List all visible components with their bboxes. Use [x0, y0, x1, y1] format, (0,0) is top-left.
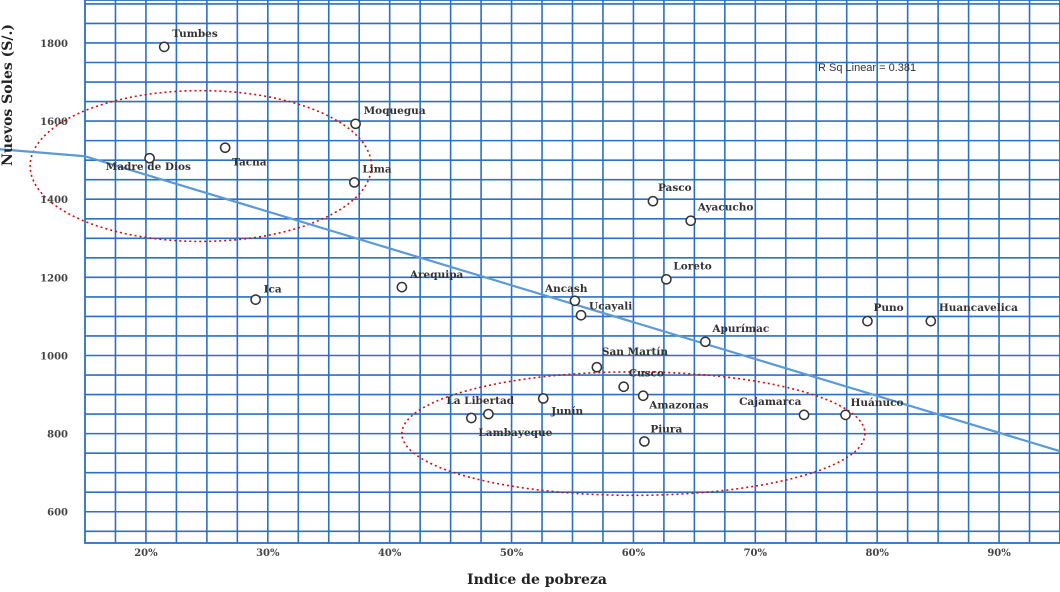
data-point [618, 381, 630, 393]
data-point [840, 409, 851, 421]
x-tick-label: 90% [987, 548, 1011, 559]
data-point [348, 177, 360, 188]
point-label: Ucayali [589, 300, 632, 312]
y-tick-label: 1000 [40, 351, 68, 362]
data-point [537, 393, 549, 404]
point-label: Madre de Dios [106, 161, 191, 173]
y-tick-label: 600 [47, 508, 68, 519]
data-point [158, 41, 170, 53]
data-point [250, 294, 261, 305]
point-label: Ica [264, 284, 282, 296]
point-label: Puno [873, 302, 903, 314]
y-tick-label: 800 [47, 430, 68, 441]
y-tick-label: 1400 [40, 195, 68, 206]
data-point [350, 118, 361, 130]
data-point [396, 281, 408, 293]
point-label: Junín [550, 405, 583, 417]
data-point [862, 315, 873, 327]
x-tick-label: 70% [744, 548, 768, 559]
data-point [637, 390, 649, 402]
data-point [465, 412, 477, 424]
y-tick-label: 1800 [40, 39, 68, 50]
x-tick-label: 30% [256, 548, 280, 559]
highlight-ellipse [401, 371, 866, 497]
point-label: Arequipa [409, 269, 464, 281]
y-axis-ticks: 600 800 1000 1200 1400 1600 1800 [40, 39, 68, 519]
point-label: Tumbes [172, 28, 218, 40]
x-tick-label: 80% [865, 548, 889, 559]
x-tick-label: 60% [622, 548, 646, 559]
point-label: Ancash [544, 283, 588, 295]
point-label: Moquegua [364, 105, 426, 117]
point-label: Apurímac [711, 323, 769, 335]
data-point [660, 273, 672, 285]
point-label: Piura [650, 423, 682, 435]
highlight-ellipses [29, 89, 866, 497]
data-point [798, 409, 810, 421]
point-label: Cusco [629, 368, 664, 380]
highlight-ellipse [29, 89, 373, 243]
y-axis-title: Nuevos Soles (S/.) [0, 24, 16, 166]
data-point [483, 408, 494, 420]
regression-line-extension [0, 148, 86, 158]
x-axis-ticks: 20% 30% 40% 50% 60% 70% 80% 90% [134, 548, 1011, 559]
point-label: Lambayeque [478, 427, 552, 439]
data-point [647, 195, 659, 207]
x-tick-label: 50% [500, 548, 524, 559]
data-point [925, 315, 937, 327]
point-label: La Libertad [446, 395, 514, 407]
data-point [575, 309, 587, 321]
grid-lines [84, 0, 1060, 544]
data-point [639, 436, 650, 447]
data-point [699, 336, 711, 348]
point-label: San Martín [602, 346, 668, 358]
point-label: Pasco [658, 182, 692, 194]
plot-frame [84, 0, 1060, 544]
y-tick-label: 1600 [40, 117, 68, 128]
point-label: Loreto [673, 260, 711, 272]
x-tick-label: 20% [134, 548, 158, 559]
point-label: Amazonas [648, 400, 708, 412]
data-point [219, 142, 231, 154]
data-point [569, 295, 581, 307]
data-point [591, 361, 603, 373]
data-point [685, 215, 697, 227]
point-label: Lima [362, 163, 391, 175]
point-label: Ayacucho [697, 202, 754, 214]
r-squared-annotation: R Sq Linear = 0.381 [818, 62, 916, 74]
point-label: Cajamarca [739, 396, 802, 408]
x-tick-label: 40% [378, 548, 402, 559]
y-tick-label: 1200 [40, 273, 68, 284]
point-label: Tacna [232, 157, 267, 169]
data-point [144, 152, 155, 164]
point-label: Huancavelica [939, 302, 1018, 314]
data-points: Tumbes Madre de Dios Tacna Moquegua Lima Ica A… [106, 28, 1018, 447]
x-axis-title: Indice de pobreza [467, 572, 607, 588]
point-label: Huánuco [851, 397, 904, 409]
